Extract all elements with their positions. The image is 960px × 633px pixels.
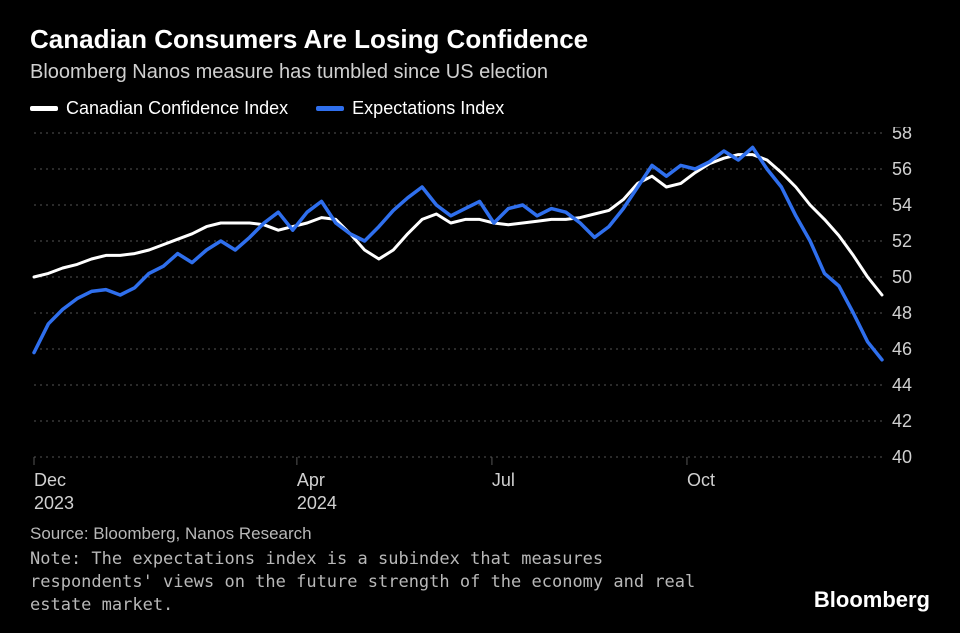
legend: Canadian Confidence Index Expectations I… — [30, 98, 930, 119]
chart-plot-area: 40 42 44 46 48 50 52 54 56 58 — [30, 127, 930, 467]
legend-swatch-icon — [30, 106, 58, 111]
x-axis-tick: Jul — [492, 469, 515, 492]
brand-logo: Bloomberg — [814, 587, 930, 613]
svg-text:44: 44 — [892, 375, 912, 395]
x-axis-tick: Dec2023 — [34, 469, 74, 514]
svg-text:40: 40 — [892, 447, 912, 467]
chart-subtitle: Bloomberg Nanos measure has tumbled sinc… — [30, 61, 930, 84]
chart-container: Canadian Consumers Are Losing Confidence… — [0, 0, 960, 633]
svg-text:42: 42 — [892, 411, 912, 431]
svg-text:50: 50 — [892, 267, 912, 287]
x-axis-tick: Apr2024 — [297, 469, 337, 514]
svg-text:48: 48 — [892, 303, 912, 323]
svg-text:52: 52 — [892, 231, 912, 251]
legend-swatch-icon — [316, 106, 344, 111]
legend-label: Expectations Index — [352, 98, 504, 119]
line-chart-svg: 40 42 44 46 48 50 52 54 56 58 — [30, 127, 930, 467]
chart-footer: Source: Bloomberg, Nanos Research Note: … — [30, 524, 930, 617]
x-axis-labels: Dec2023 Apr2024 Jul Oct — [30, 469, 930, 523]
svg-text:54: 54 — [892, 195, 912, 215]
svg-text:46: 46 — [892, 339, 912, 359]
legend-item-confidence: Canadian Confidence Index — [30, 98, 288, 119]
legend-label: Canadian Confidence Index — [66, 98, 288, 119]
legend-item-expectations: Expectations Index — [316, 98, 504, 119]
x-axis-tick: Oct — [687, 469, 715, 492]
note-text: Note: The expectations index is a subind… — [30, 548, 730, 617]
svg-text:58: 58 — [892, 127, 912, 143]
chart-title: Canadian Consumers Are Losing Confidence — [30, 24, 930, 55]
source-text: Source: Bloomberg, Nanos Research — [30, 524, 930, 544]
svg-text:56: 56 — [892, 159, 912, 179]
